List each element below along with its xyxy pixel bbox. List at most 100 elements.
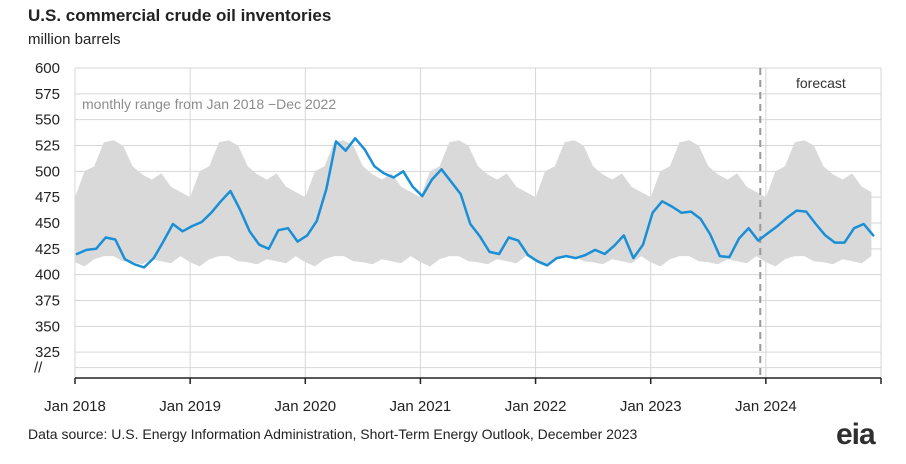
data-point — [268, 248, 270, 250]
data-point — [133, 263, 135, 265]
data-point — [767, 232, 769, 234]
data-point — [258, 244, 260, 246]
data-point — [719, 255, 721, 257]
data-point — [709, 233, 711, 235]
data-point — [143, 266, 145, 268]
data-point — [661, 200, 663, 202]
y-tick-label: 500 — [35, 163, 60, 180]
data-point — [747, 227, 749, 229]
data-point — [575, 257, 577, 259]
data-point — [795, 209, 797, 211]
data-point — [306, 234, 308, 236]
data-point — [440, 168, 442, 170]
data-point — [124, 258, 126, 260]
data-point — [824, 234, 826, 236]
data-point — [604, 253, 606, 255]
inventory-series-line — [75, 137, 875, 269]
data-point — [95, 248, 97, 250]
y-tick-label: 375 — [35, 293, 60, 310]
data-point — [565, 255, 567, 257]
data-point — [642, 244, 644, 246]
data-point — [296, 240, 298, 242]
x-tick-label: Jan 2024 — [735, 398, 797, 415]
data-point — [584, 254, 586, 256]
data-point — [105, 236, 107, 238]
y-axis-break-mark: // — [34, 360, 43, 377]
data-point — [191, 225, 193, 227]
data-source-note: Data source: U.S. Energy Information Adm… — [28, 426, 638, 442]
data-point — [412, 186, 414, 188]
forecast-label: forecast — [796, 75, 846, 91]
data-point — [392, 176, 394, 178]
data-point — [114, 238, 116, 240]
data-point — [623, 234, 625, 236]
data-point — [277, 229, 279, 231]
data-point — [248, 230, 250, 232]
y-tick-label: 525 — [35, 138, 60, 155]
data-point — [325, 188, 327, 190]
y-tick-label: 475 — [35, 189, 60, 206]
data-point — [680, 212, 682, 214]
data-point — [450, 181, 452, 183]
x-tick-label: Jan 2023 — [620, 398, 682, 415]
data-point — [364, 148, 366, 150]
data-point — [431, 178, 433, 180]
data-point — [690, 210, 692, 212]
data-point — [728, 256, 730, 258]
y-tick-label: 550 — [35, 112, 60, 129]
data-point — [287, 227, 289, 229]
data-point — [402, 170, 404, 172]
data-point — [632, 257, 634, 259]
data-point — [699, 218, 701, 220]
y-tick-label: 450 — [35, 215, 60, 232]
y-tick-label: 575 — [35, 86, 60, 103]
data-point — [671, 205, 673, 207]
data-point — [421, 195, 423, 197]
data-point — [162, 240, 164, 242]
data-point — [460, 193, 462, 195]
y-tick-label: 350 — [35, 318, 60, 335]
data-point — [853, 227, 855, 229]
data-point — [527, 254, 529, 256]
data-point — [383, 172, 385, 174]
data-point — [651, 212, 653, 214]
data-point — [872, 234, 874, 236]
y-tick-label: 600 — [35, 60, 60, 77]
data-point — [805, 210, 807, 212]
data-point — [757, 239, 759, 241]
historical-range-band — [75, 140, 872, 267]
data-point — [834, 241, 836, 243]
data-point — [335, 140, 337, 142]
data-point — [76, 253, 78, 255]
data-point — [316, 220, 318, 222]
data-point — [85, 249, 87, 251]
data-point — [776, 225, 778, 227]
data-point — [546, 264, 548, 266]
data-point — [153, 257, 155, 259]
data-point — [786, 217, 788, 219]
data-point — [210, 212, 212, 214]
eia-logo: eia — [836, 418, 876, 452]
data-point — [843, 241, 845, 243]
data-point — [556, 257, 558, 259]
data-point — [498, 253, 500, 255]
data-point — [815, 223, 817, 225]
data-point — [239, 208, 241, 210]
data-point — [354, 137, 356, 139]
data-point — [517, 239, 519, 241]
data-point — [201, 221, 203, 223]
chart-subtitle: million barrels — [28, 31, 121, 48]
data-point — [863, 223, 865, 225]
y-tick-label: 425 — [35, 241, 60, 258]
x-tick-label: Jan 2022 — [505, 398, 567, 415]
data-point — [508, 236, 510, 238]
data-point — [488, 251, 490, 253]
range-band-label: monthly range from Jan 2018 −Dec 2022 — [82, 96, 336, 112]
eia-logo-text: eia — [836, 418, 876, 451]
data-point — [344, 150, 346, 152]
data-point — [172, 223, 174, 225]
data-point — [738, 237, 740, 239]
data-point — [469, 223, 471, 225]
y-tick-label: 400 — [35, 267, 60, 284]
data-point — [536, 260, 538, 262]
